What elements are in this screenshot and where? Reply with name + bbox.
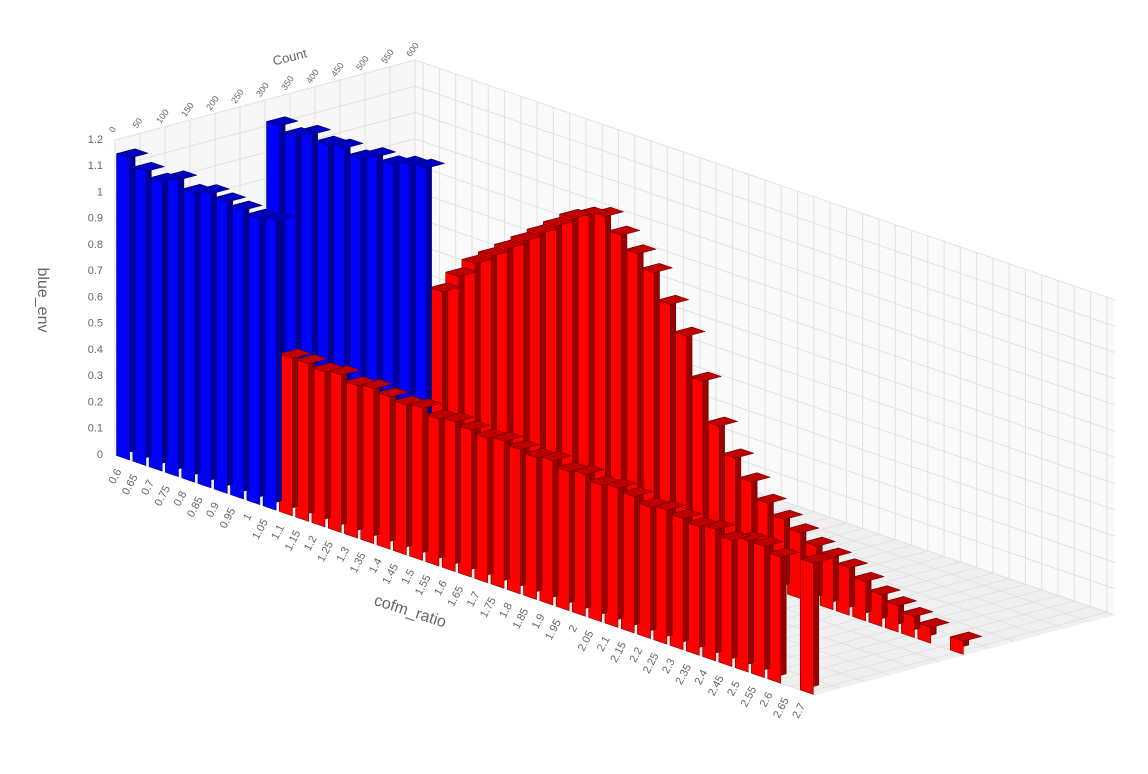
x-tick-label: 2.1 xyxy=(595,634,613,653)
x-tick-label: 0.95 xyxy=(218,506,239,531)
bar-front xyxy=(950,636,964,655)
x-tick-label: 1.6 xyxy=(432,579,450,598)
x-tick-label: 1.3 xyxy=(334,545,352,564)
z-tick-label: 1.1 xyxy=(88,160,103,172)
x-tick-label: 1.75 xyxy=(478,595,499,620)
x-tick-label: 1.5 xyxy=(400,567,418,586)
x-tick-label: 2.3 xyxy=(660,657,678,676)
x-tick-label: 1.4 xyxy=(367,556,385,575)
x-tick-label: 1.8 xyxy=(497,601,515,620)
y-tick-label: 150 xyxy=(179,101,196,119)
x-tick-label: 1.35 xyxy=(348,551,369,576)
y-tick-label: 200 xyxy=(204,94,221,112)
y-axis-title: Count xyxy=(271,45,309,68)
x-tick-label: 1.25 xyxy=(315,539,336,564)
y-tick-label: 600 xyxy=(404,41,421,59)
y-tick-label: 100 xyxy=(154,107,171,125)
x-tick-label: 1.15 xyxy=(283,528,304,553)
x-tick-label: 1.9 xyxy=(530,612,548,631)
x-tick-label: 2.05 xyxy=(576,629,597,654)
y-tick-label: 350 xyxy=(279,74,296,92)
x-tick-label: 1.7 xyxy=(465,590,483,609)
z-tick-label: 0.6 xyxy=(88,291,103,303)
grid-line xyxy=(414,59,1116,301)
grid-line xyxy=(114,59,416,141)
x-tick-label: 1 xyxy=(241,512,254,523)
x-tick-label: 1.2 xyxy=(302,534,320,553)
z-tick-label: 0.3 xyxy=(88,370,103,382)
y-tick-label: 450 xyxy=(329,61,346,79)
x-axis-title: cofm_ratio xyxy=(372,592,448,631)
x-tick-label: 0.75 xyxy=(153,484,174,509)
x-tick-label: 1.55 xyxy=(413,573,434,598)
grid-line xyxy=(414,112,1116,353)
y-tick-label: 550 xyxy=(379,47,396,65)
bar-front xyxy=(800,558,814,695)
y-tick-label: 400 xyxy=(304,67,321,85)
x-tick-label: 1.05 xyxy=(250,517,271,542)
z-tick-label: 0.8 xyxy=(88,239,103,251)
y-tick-label: 50 xyxy=(131,116,145,130)
x-tick-label: 0.6 xyxy=(107,467,125,486)
z-tick-label: 0 xyxy=(97,449,103,461)
z-tick-label: 0.1 xyxy=(88,423,103,435)
grid-line xyxy=(414,164,1116,406)
x-tick-label: 2.6 xyxy=(758,690,776,709)
x-tick-label: 0.85 xyxy=(185,495,206,520)
x-tick-label: 0.65 xyxy=(120,473,141,498)
z-tick-label: 1 xyxy=(97,186,103,198)
z-tick-label: 1.2 xyxy=(88,134,103,146)
z-tick-label: 0.2 xyxy=(88,396,103,408)
y-tick-label: 500 xyxy=(354,54,371,72)
x-tick-label: 1.95 xyxy=(543,618,564,643)
x-tick-label: 2.25 xyxy=(641,651,662,676)
x-tick-label: 2.5 xyxy=(725,679,743,698)
z-tick-label: 0.5 xyxy=(88,318,103,330)
x-tick-label: 1.45 xyxy=(380,562,401,587)
y-tick-label: 250 xyxy=(229,87,246,105)
x-tick-label: 2.65 xyxy=(771,696,792,721)
y-tick-label: 0 xyxy=(107,125,118,135)
x-tick-label: 0.7 xyxy=(139,478,157,497)
x-tick-label: 0.8 xyxy=(172,489,190,508)
x-tick-label: 1.85 xyxy=(511,606,532,631)
z-tick-label: 0.9 xyxy=(88,213,103,225)
x-tick-label: 2.4 xyxy=(693,668,711,687)
x-tick-label: 1.1 xyxy=(269,523,287,542)
bar-front xyxy=(116,153,130,461)
grid-line xyxy=(414,85,1116,327)
z-axis-title: blue_env xyxy=(34,268,51,333)
z-tick-label: 0.7 xyxy=(88,265,103,277)
x-tick-label: 2.55 xyxy=(739,685,760,710)
x-tick-label: 0.9 xyxy=(204,500,222,519)
x-tick-label: 2.15 xyxy=(608,640,629,665)
grid-line xyxy=(414,138,1116,380)
grid-line xyxy=(114,85,416,167)
x-tick-label: 2 xyxy=(567,623,580,634)
z-tick-label: 0.4 xyxy=(88,344,103,356)
x-tick-label: 1.65 xyxy=(446,584,467,609)
y-tick-label: 300 xyxy=(254,81,271,99)
x-tick-label: 2.35 xyxy=(673,662,694,687)
x-tick-label: 2.45 xyxy=(706,673,727,698)
x-tick-label: 2.7 xyxy=(790,701,808,720)
x-tick-label: 2.2 xyxy=(628,646,646,665)
